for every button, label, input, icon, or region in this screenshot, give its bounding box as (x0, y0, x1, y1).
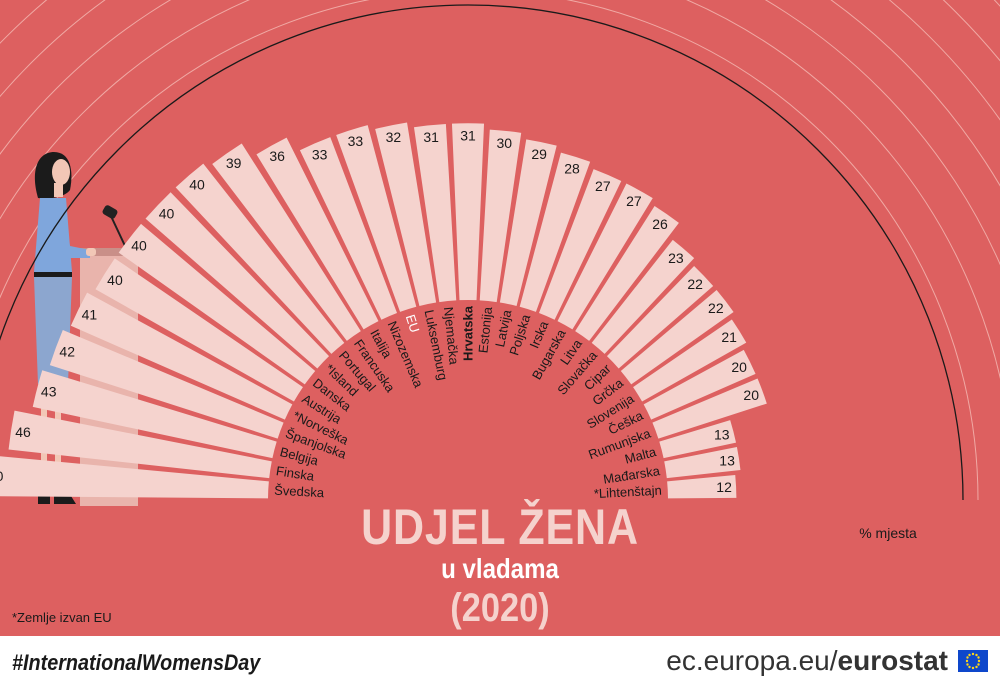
value-label: 23 (668, 250, 684, 266)
source-link[interactable]: ec.europa.eu/eurostat (666, 645, 948, 677)
value-label: 40 (131, 237, 147, 253)
eu-flag-icon (958, 650, 988, 672)
value-label: 36 (269, 148, 285, 164)
bar (175, 163, 345, 354)
bar (659, 420, 737, 459)
bar (575, 206, 679, 341)
value-label: 43 (41, 383, 57, 399)
bar (375, 122, 437, 306)
chart-title: UDJEL ŽENA (361, 499, 639, 555)
value-label: 40 (107, 272, 123, 288)
bar (620, 290, 734, 385)
footer-bar: #InternationalWomensDay ec.europa.eu/eur… (0, 636, 1000, 688)
arm (54, 204, 90, 258)
face (52, 159, 70, 185)
footnote: *Zemlje izvan EU (12, 610, 112, 625)
eu-stars-icon (965, 652, 981, 670)
value-label: 29 (531, 146, 547, 162)
bar (118, 223, 316, 385)
unit-label: % mjesta (859, 525, 917, 541)
reference-arc-layer: 50% (0, 4, 964, 501)
value-label: 42 (59, 344, 75, 360)
value-label: 31 (423, 129, 439, 145)
category-label: *Lihtenštajn (594, 483, 663, 501)
semicircular-bar-chart: 50Švedska46Finska43Belgija42Španjolska41… (0, 0, 1000, 636)
value-label: 22 (687, 276, 703, 292)
value-label: 22 (708, 300, 724, 316)
decorative-arc (0, 0, 1000, 380)
belt (34, 272, 72, 277)
decorative-arc (0, 0, 979, 501)
bar (32, 370, 277, 459)
bar (664, 447, 741, 479)
value-label: 40 (189, 176, 205, 192)
value-label: 26 (652, 216, 668, 232)
value-label: 20 (743, 387, 759, 403)
bar (70, 292, 293, 420)
podium-top (76, 248, 142, 256)
category-label: Hrvatska (461, 305, 476, 361)
category-label: Estonija (475, 305, 495, 353)
value-label: 31 (460, 127, 476, 143)
bars-layer: 50Švedska46Finska43Belgija42Španjolska41… (0, 122, 767, 501)
source-prefix: ec.europa.eu/ (666, 645, 838, 676)
hashtag: #InternationalWomensDay (12, 650, 261, 675)
bar (633, 319, 747, 402)
bar (451, 123, 485, 301)
value-label: 33 (312, 146, 328, 162)
microphone (102, 205, 118, 219)
decorative-arc (0, 0, 1000, 266)
bar (299, 137, 398, 320)
category-label: EU (403, 313, 423, 335)
neck (54, 183, 63, 197)
value-label: 40 (159, 205, 175, 221)
value-label: 12 (716, 479, 732, 495)
bar (606, 265, 714, 369)
bar (479, 129, 522, 303)
chart-year: (2020) (450, 586, 550, 630)
value-label: 20 (731, 359, 747, 375)
value-label: 13 (714, 426, 730, 442)
bar (499, 139, 557, 306)
category-label: Finska (275, 463, 316, 484)
bar (652, 378, 767, 439)
value-label: 32 (386, 129, 402, 145)
bar (336, 125, 417, 312)
category-label: Švedska (274, 483, 325, 501)
bar (413, 123, 457, 303)
value-label: 27 (626, 193, 642, 209)
value-label: 33 (348, 133, 364, 149)
value-label: 21 (721, 329, 737, 345)
bar (643, 349, 756, 420)
value-label: 27 (595, 178, 611, 194)
hand (86, 248, 96, 256)
value-label: 39 (226, 155, 242, 171)
bar (256, 137, 379, 330)
source-brand: eurostat (837, 645, 948, 676)
bar (0, 456, 269, 499)
chart-subtitle: u vladama (441, 553, 559, 584)
value-label: 41 (82, 306, 98, 322)
bar (95, 258, 303, 402)
bar (667, 475, 737, 499)
bar (212, 143, 361, 341)
bar (519, 152, 591, 312)
bar (538, 169, 622, 320)
value-label: 28 (564, 160, 580, 176)
decorative-arcs (0, 0, 1000, 501)
bar (49, 329, 284, 439)
value-label: 30 (497, 135, 513, 151)
value-label: 46 (15, 424, 31, 440)
value-label: 50 (0, 468, 4, 484)
microphone-stand (109, 213, 127, 249)
bar (8, 410, 272, 479)
reference-arc (0, 4, 964, 501)
bar (557, 183, 653, 330)
bar (145, 192, 330, 369)
value-label: 13 (719, 452, 735, 468)
category-label: Njemačka (441, 306, 462, 366)
bar (591, 239, 695, 354)
